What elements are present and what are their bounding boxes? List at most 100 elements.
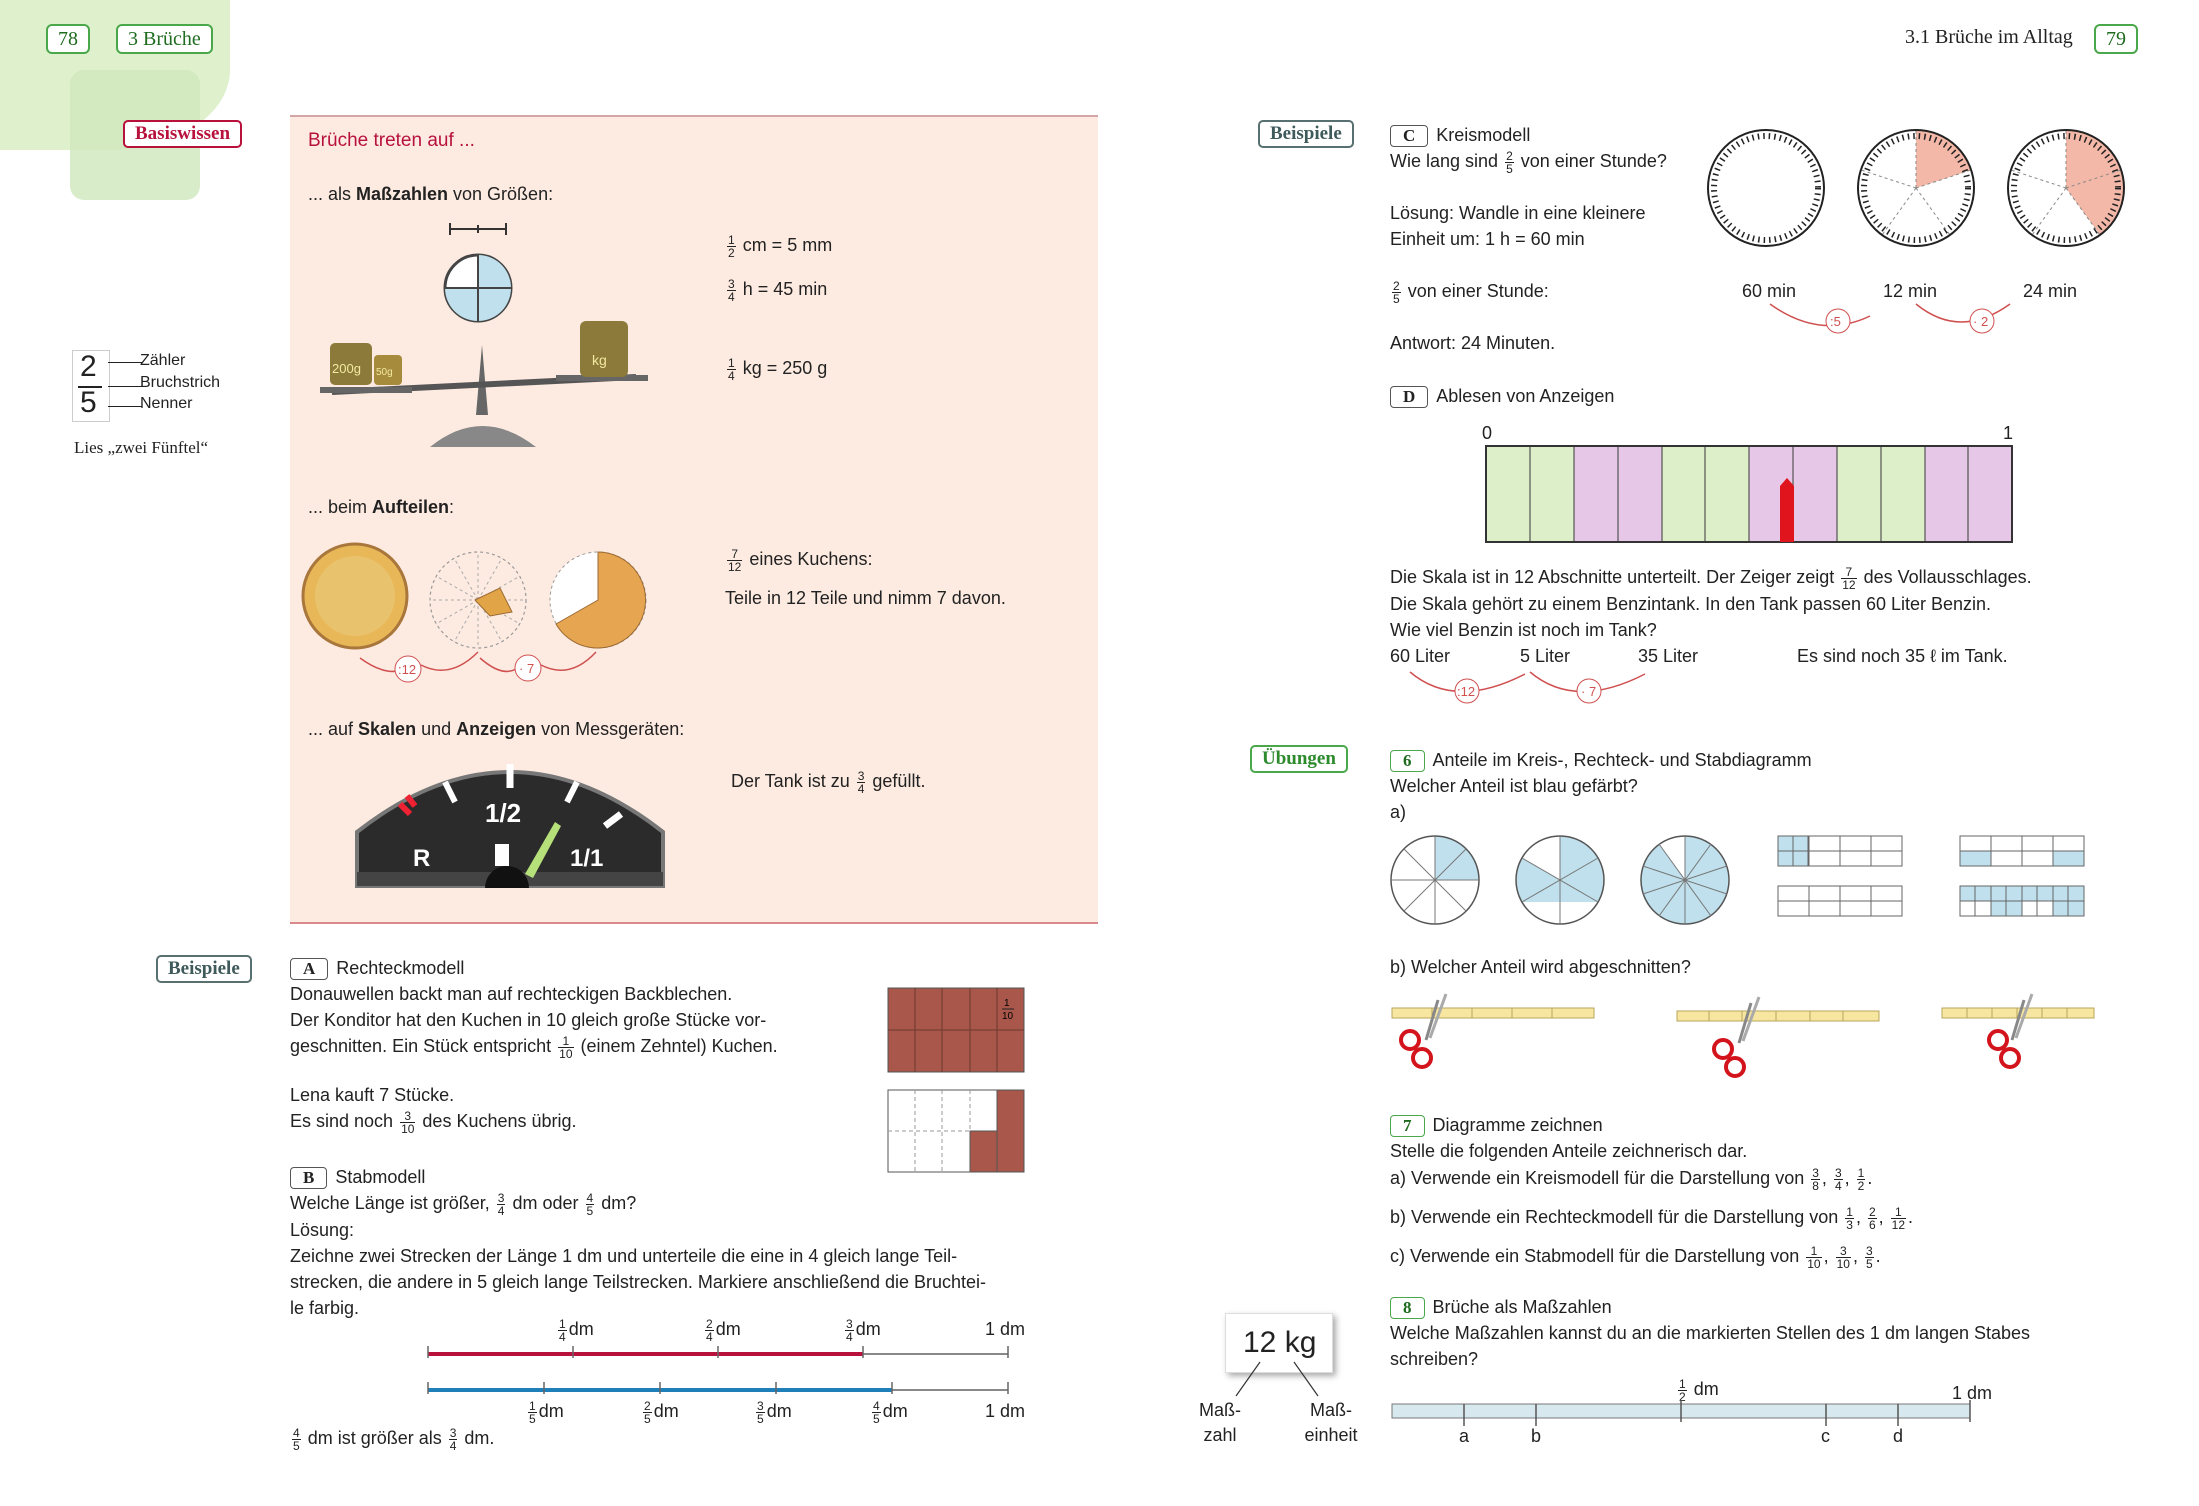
exB-heading: B Stabmodell — [290, 1164, 425, 1190]
legend-numerator: 2 — [80, 350, 97, 383]
quarter-tick-3: 3 4 dm — [845, 1316, 881, 1344]
kuchen-teile: Teile in 12 Teile und nimm 7 davon. — [725, 588, 1006, 608]
quarter-clock-icon — [443, 253, 513, 323]
fifth-tick-1: 1 5 dm — [528, 1398, 564, 1426]
strip-3 — [1941, 993, 2095, 1069]
legend-zaehler: Zähler — [140, 352, 186, 369]
exA-heading: A Rechteckmodell — [290, 955, 464, 981]
beispiele-tag-left: Beispiele — [156, 955, 252, 983]
exD-op7: · 7 — [1581, 684, 1596, 699]
legend-bruchstrich: Bruchstrich — [140, 374, 221, 391]
legend-nenner: Nenner — [140, 395, 193, 412]
strip-2 — [1676, 996, 1880, 1078]
quarter-tick-4: 1 dm — [985, 1319, 1026, 1339]
kg-unit-label: Maß-einheit — [1304, 1400, 1358, 1445]
fifth-tick-4: 4 5 dm — [872, 1398, 908, 1426]
exC-v3: 24 min — [2023, 281, 2078, 301]
ex6-diagrams — [1390, 835, 2085, 925]
basis-title: Brüche treten auf ... — [308, 130, 475, 151]
exC-v1: 60 min — [1742, 281, 1797, 301]
svg-text:1: 1 — [1004, 998, 1010, 1009]
ex6-question: Welcher Anteil ist blau gefärbt? — [1390, 776, 1638, 796]
exC-op5: :5 — [1830, 314, 1841, 329]
exC-operators: :5 · 2 — [1769, 303, 2011, 334]
ex8-bar — [1391, 1400, 1971, 1426]
ex6-heading: 6 Anteile im Kreis-, Rechteck- und Stabdi… — [1390, 747, 1812, 773]
ex8-l1: Welche Maßzahlen kannst du an die markie… — [1390, 1323, 2031, 1343]
basiswissen-tag: Basiswissen — [123, 120, 243, 148]
weight-200g: 200g — [332, 361, 361, 376]
legend-read-text: Lies „zwei Fünftel“ — [74, 438, 209, 457]
left-page-number: 78 — [46, 24, 90, 54]
fifth-tick-5: 1 dm — [985, 1401, 1026, 1421]
circle-eighths — [1390, 835, 1480, 925]
exD-operators: :12 · 7 — [1409, 671, 1646, 704]
ex8-mark-d: d — [1893, 1426, 1904, 1446]
svg-text:10: 10 — [1002, 1011, 1014, 1022]
exD-v3: 35 Liter — [1638, 646, 1699, 666]
exA-text: Donauwellen backt man auf rechteckigen B… — [290, 984, 778, 1136]
skalen-intro: ... auf Skalen und Anzeigen von Messgerä… — [308, 719, 685, 739]
ex6-b: b) Welcher Anteil wird abgeschnitten? — [1390, 957, 1691, 977]
uebungen-tag: Übungen — [1250, 745, 1348, 773]
kg-card-value: 12 kg — [1243, 1326, 1317, 1359]
rect-grid-1 — [1777, 835, 1903, 917]
left-chapter-label: 3 Brüche — [116, 24, 213, 54]
exD-v2: 5 Liter — [1520, 646, 1571, 666]
ex7-c: c) Verwende ein Stabmodell für die Darst… — [1390, 1243, 1881, 1271]
cake-icon: :12 · 7 — [301, 542, 647, 683]
ex8-mark-b: b — [1531, 1426, 1542, 1446]
exD-one: 1 — [2003, 423, 2014, 443]
ex8-mark-a: a — [1459, 1426, 1470, 1446]
aufteilen-intro: ... beim Aufteilen: — [308, 497, 455, 517]
exD-heading: D Ablesen von Anzeigen — [1390, 383, 1614, 409]
cake-rect-model: 1 10 — [887, 987, 1025, 1173]
clock-icon — [1707, 129, 2125, 247]
kuchen-fraction: 7 12 eines Kuchens: — [727, 546, 873, 574]
exC-l1: Lösung: Wandle in eine kleinere — [1390, 203, 1646, 223]
fraction-legend: 2 5 Zähler Bruchstrich Nenner — [72, 350, 252, 425]
exD-zero: 0 — [1482, 423, 1493, 443]
kg-card — [1225, 1313, 1333, 1373]
right-chapter-label: 3.1 Brüche im Alltag — [1905, 26, 2073, 48]
gauge-half: 1/2 — [485, 798, 521, 828]
circle-sixths — [1515, 835, 1605, 925]
gauge-full: 1/1 — [570, 845, 603, 872]
beispiele-tag-right: Beispiele — [1258, 120, 1354, 148]
quarter-tick-2: 2 4 dm — [705, 1316, 741, 1344]
kg-mass-label: Maß-zahl — [1199, 1400, 1241, 1445]
gauge-r: R — [413, 845, 430, 872]
stab-model — [427, 1346, 1009, 1394]
ex7-heading: 7 Diagramme zeichnen — [1390, 1112, 1603, 1138]
ex6-a: a) — [1390, 802, 1407, 822]
exC-heading: C Kreismodell — [1390, 122, 1530, 148]
ex8-l2: schreiben? — [1390, 1349, 1479, 1369]
exD-op12: :12 — [1457, 684, 1475, 699]
quarter-tick-1: 1 4 dm — [558, 1316, 594, 1344]
exC-v2: 12 min — [1883, 281, 1938, 301]
fifth-tick-3: 3 5 dm — [756, 1398, 792, 1426]
cake-op-12: :12 — [398, 662, 416, 677]
ex8-mark-c: c — [1821, 1426, 1830, 1446]
exD-v1: 60 Liter — [1390, 646, 1451, 666]
right-page-number: 79 — [2094, 24, 2138, 54]
exD-result: Es sind noch 35 ℓ im Tank. — [1797, 646, 2008, 666]
ex8-heading: 8 Brüche als Maßzahlen — [1390, 1294, 1612, 1320]
exC-l2: Einheit um: 1 h = 60 min — [1390, 229, 1585, 249]
fuel-scale-bar — [1485, 445, 2013, 543]
exD-text: Die Skala ist in 12 Abschnitte unterteil… — [1390, 564, 2032, 640]
fuel-gauge: 1/2 R 1/1 — [355, 764, 665, 888]
kg-card-pointers — [1235, 1361, 1319, 1397]
scissors-icon — [1391, 993, 2095, 1078]
ex7-a: a) Verwende ein Kreismodell für die Dars… — [1390, 1165, 1873, 1193]
legend-denominator: 5 — [80, 386, 97, 419]
fuel-pump-icon — [495, 844, 509, 866]
rect-grid-2 — [1959, 835, 2085, 917]
